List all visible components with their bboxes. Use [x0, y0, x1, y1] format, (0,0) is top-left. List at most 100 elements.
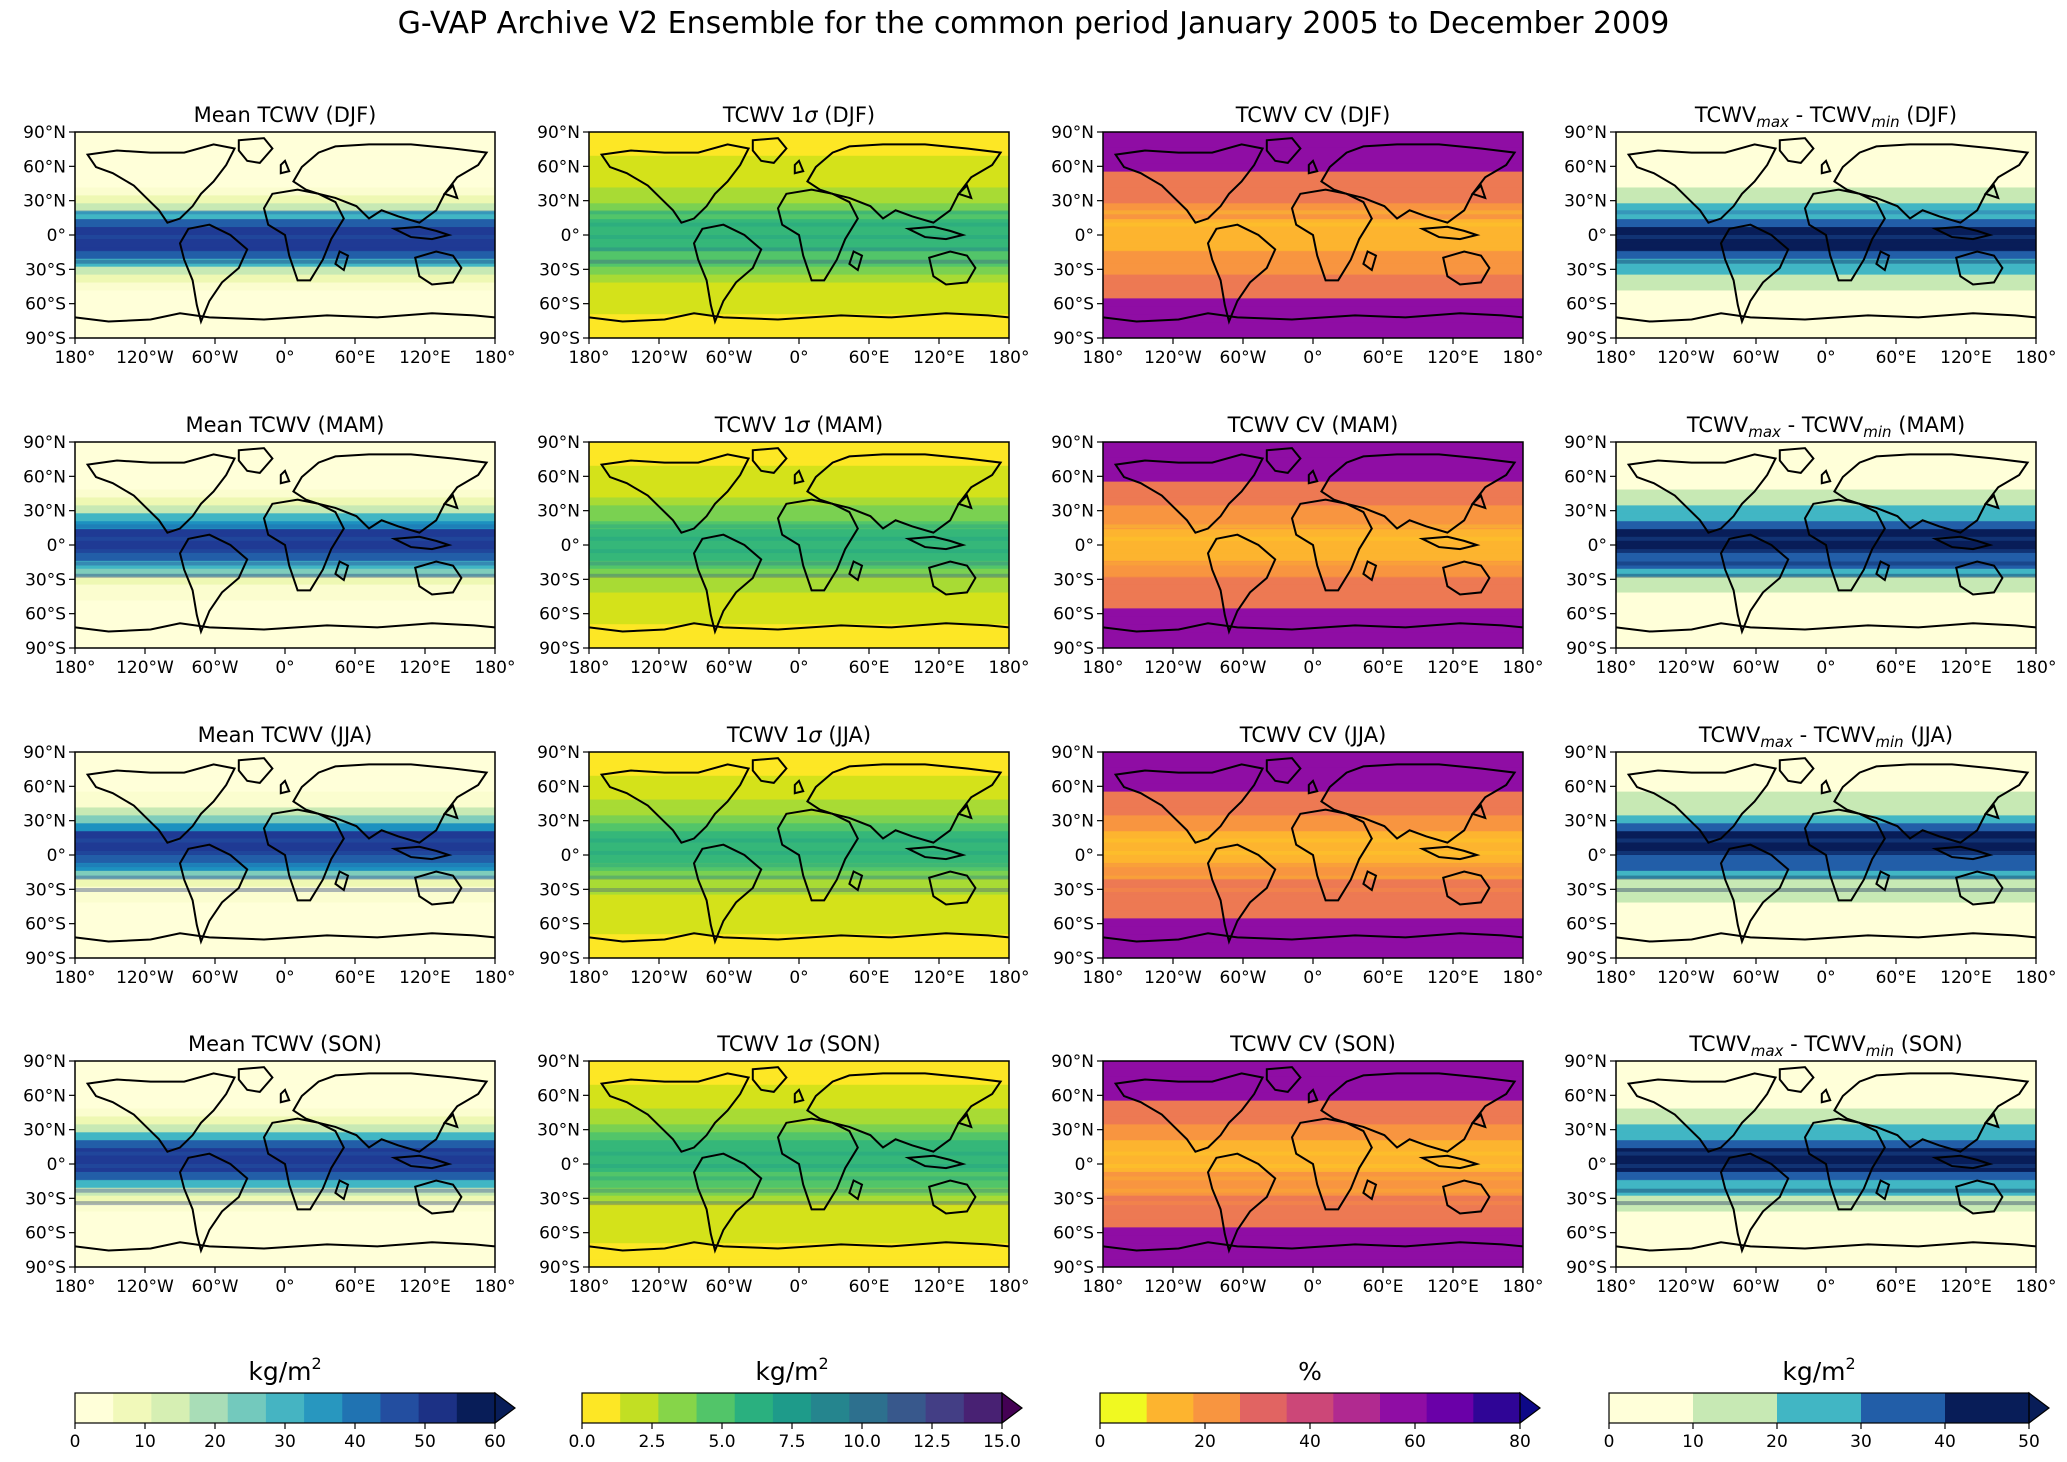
coastline-layer [589, 448, 1009, 631]
lat-tick-label: 60°N [23, 1086, 66, 1106]
lon-tick-label: 120°E [399, 348, 451, 368]
lon-tick-label: 180° [1596, 968, 1637, 988]
lat-tick-label: 30°N [537, 812, 580, 832]
colorbar-tick-label: 0.0 [568, 1432, 595, 1452]
lon-tick-label: 60°W [1733, 658, 1780, 678]
colorbar-swatch [1146, 1393, 1194, 1423]
lat-tick-label: 60°N [537, 777, 580, 797]
lat-tick-label: 90°N [1564, 433, 1607, 453]
coastline-layer [589, 758, 1009, 941]
coastline-layer [589, 1067, 1009, 1250]
field-layer [75, 1061, 495, 1267]
coastline-layer [75, 758, 495, 941]
lon-tick-label: 120°E [399, 658, 451, 678]
colorbar-swatch [925, 1393, 965, 1423]
field-layer [1616, 752, 2036, 958]
lon-tick-label: 0° [789, 658, 808, 678]
lat-tick-label: 30°N [537, 502, 580, 522]
lon-tick-label: 0° [789, 348, 808, 368]
lat-tick-label: 90°S [1566, 329, 1607, 349]
lat-tick-label: 60°S [539, 1224, 580, 1244]
panel-title: TCWV 1σ (SON) [716, 1032, 880, 1056]
lon-tick-label: 60°E [335, 968, 376, 988]
lon-tick-label: 120°E [1427, 968, 1479, 988]
field-layer [589, 1061, 1009, 1267]
lon-tick-label: 0° [275, 348, 294, 368]
lon-tick-label: 120°E [1427, 1277, 1479, 1297]
lat-tick-label: 0° [561, 1155, 580, 1175]
lat-tick-label: 90°S [539, 1258, 580, 1278]
lon-tick-label: 0° [1816, 1277, 1835, 1297]
lon-tick-label: 120°E [913, 1277, 965, 1297]
lat-tick-label: 0° [561, 846, 580, 866]
lon-tick-label: 120°W [1144, 968, 1202, 988]
field-layer [1103, 752, 1523, 958]
panel-title: TCWV 1σ (DJF) [722, 103, 875, 127]
colorbar-swatch [380, 1393, 420, 1423]
lon-tick-label: 180° [989, 968, 1030, 988]
lon-tick-label: 120°W [1657, 968, 1715, 988]
colorbar-tick-label: 80 [1509, 1432, 1531, 1452]
field-layer [1103, 132, 1523, 338]
lat-tick-label: 30°N [23, 812, 66, 832]
panel-title: TCWV CV (SON) [1229, 1032, 1396, 1056]
lon-tick-label: 180° [55, 348, 96, 368]
colorbar-tick-label: 0 [70, 1432, 81, 1452]
lat-tick-label: 0° [47, 226, 66, 246]
lon-tick-label: 60°W [192, 658, 239, 678]
lon-tick-label: 180° [2016, 1277, 2057, 1297]
lat-tick-label: 90°N [1564, 1052, 1607, 1072]
lat-tick-label: 60°S [1566, 295, 1607, 315]
colorbar-swatch [456, 1393, 496, 1423]
lon-tick-label: 180° [2016, 658, 2057, 678]
lat-tick-label: 60°S [25, 605, 66, 625]
lon-tick-label: 60°W [192, 968, 239, 988]
colorbar-swatch [265, 1393, 305, 1423]
colorbar-extend-arrow [494, 1391, 516, 1425]
lat-tick-label: 90°S [1566, 639, 1607, 659]
lon-tick-label: 60°W [1220, 348, 1267, 368]
lon-tick-label: 180° [1596, 658, 1637, 678]
colorbar-tick-label: 10 [1682, 1432, 1704, 1452]
lon-tick-label: 180° [1083, 968, 1124, 988]
lat-tick-label: 90°S [1566, 949, 1607, 969]
colorbar-swatch [734, 1393, 774, 1423]
lat-tick-label: 30°S [25, 570, 66, 590]
lat-tick-label: 90°N [1051, 123, 1094, 143]
lon-tick-label: 60°W [706, 348, 753, 368]
lon-tick-label: 0° [1303, 658, 1322, 678]
lat-tick-label: 30°N [1564, 812, 1607, 832]
colorbar-swatch [963, 1393, 1003, 1423]
colorbar-extend-arrow [1519, 1391, 1541, 1425]
panel-title: TCWVmax - TCWVmin (DJF) [1694, 103, 1957, 131]
lat-tick-label: 0° [47, 536, 66, 556]
lat-tick-label: 60°N [23, 467, 66, 487]
lon-tick-label: 120°W [1657, 658, 1715, 678]
colorbar-tick-label: 0 [1095, 1432, 1106, 1452]
lon-tick-label: 0° [789, 1277, 808, 1297]
lat-tick-label: 30°N [1564, 192, 1607, 212]
lat-tick-label: 60°S [1053, 915, 1094, 935]
lat-tick-label: 90°N [23, 1052, 66, 1072]
lat-tick-label: 90°S [1053, 639, 1094, 659]
lat-tick-label: 60°N [23, 777, 66, 797]
colorbar-tick-label: 10.0 [843, 1432, 881, 1452]
colorbar-swatch [151, 1393, 191, 1423]
lon-tick-label: 180° [1596, 1277, 1637, 1297]
lon-tick-label: 180° [475, 658, 516, 678]
lon-tick-label: 60°W [1733, 968, 1780, 988]
lat-tick-label: 30°S [1566, 880, 1607, 900]
lon-tick-label: 180° [1083, 348, 1124, 368]
lat-tick-label: 30°N [1051, 502, 1094, 522]
coastline-layer [1103, 138, 1523, 321]
lat-tick-label: 90°S [25, 1258, 66, 1278]
lat-tick-label: 60°S [539, 915, 580, 935]
colorbar-swatch [227, 1393, 267, 1423]
lon-tick-label: 60°W [1733, 1277, 1780, 1297]
lon-tick-label: 60°E [1876, 1277, 1917, 1297]
lat-tick-label: 60°N [537, 157, 580, 177]
